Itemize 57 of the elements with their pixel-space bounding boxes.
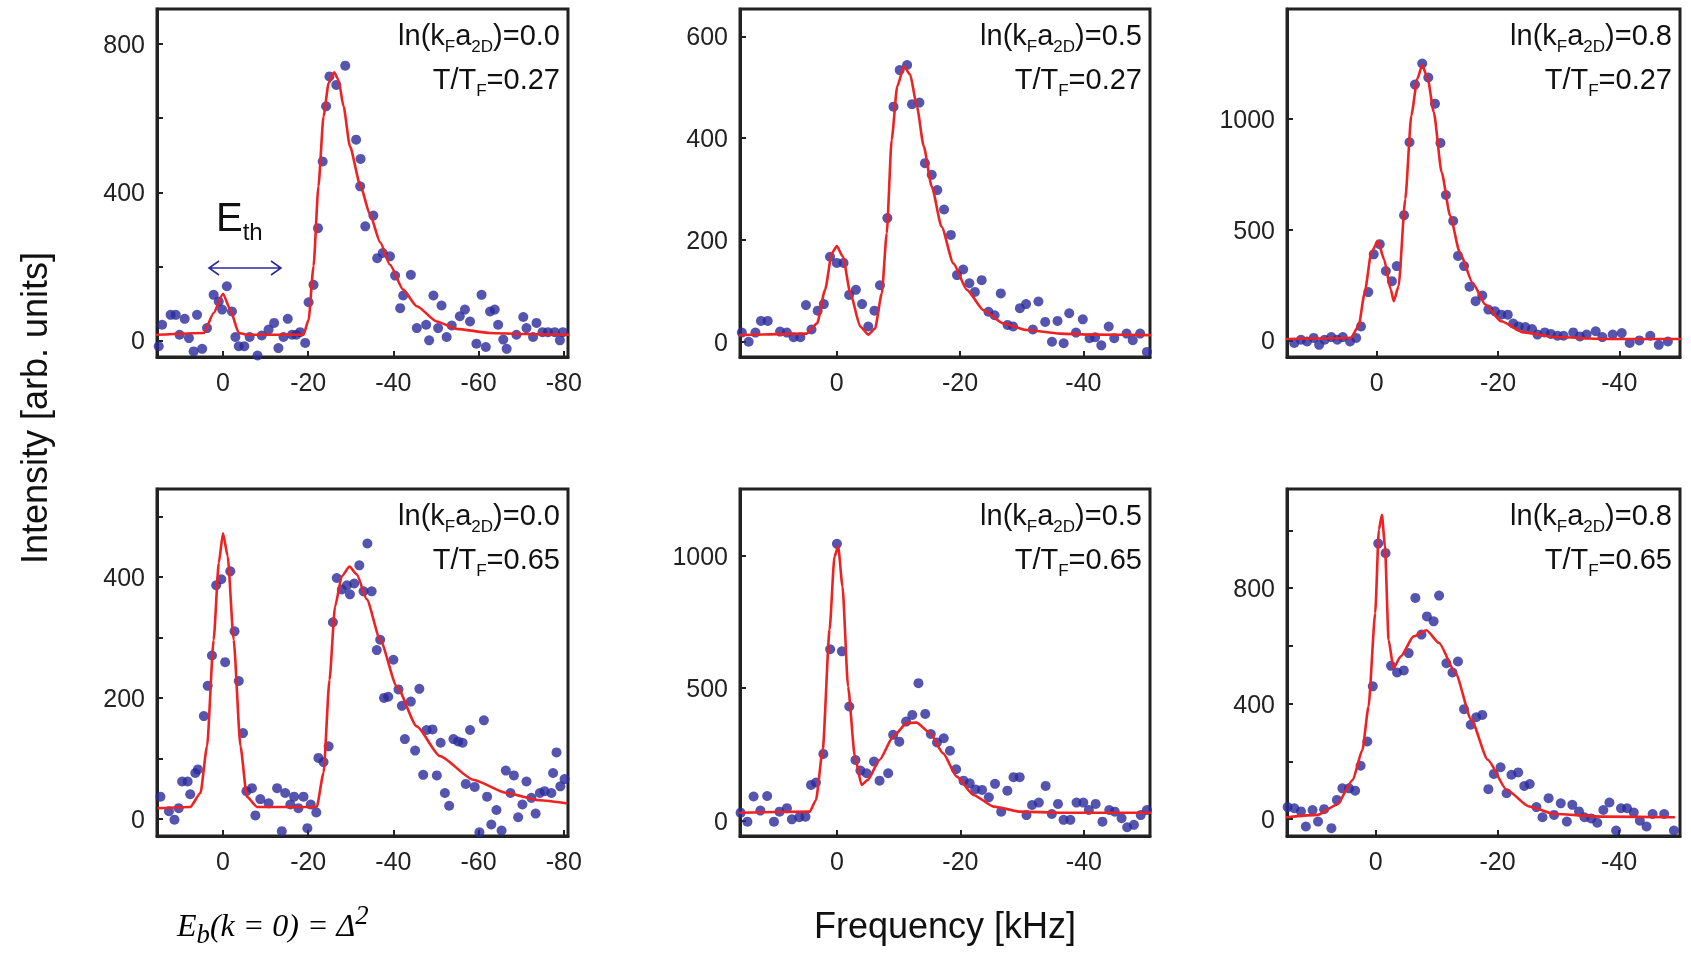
- annotation: T/T$_{F}$=0.27: [432, 62, 560, 102]
- y-axis-title: Intensity [arb. units]: [14, 251, 56, 565]
- x-tick-label: -80: [545, 846, 582, 875]
- x-tick-label: -40: [1065, 367, 1102, 396]
- y-tick-label: 500: [686, 674, 728, 703]
- x-tick-label: -20: [1479, 846, 1516, 875]
- text: E$_{b}$(k = 0) = Δ$^{2}$: [177, 900, 369, 951]
- y-tick-label: 200: [103, 683, 145, 712]
- x-tick-label: -60: [460, 846, 497, 875]
- annotation: E$_{th}$: [216, 195, 263, 247]
- x-tick-label: 0: [829, 846, 844, 875]
- x-tick-label: -80: [545, 367, 582, 396]
- y-tick-label: 500: [1233, 215, 1275, 244]
- y-tick-label: 0: [1261, 805, 1275, 834]
- y-tick-label: 400: [103, 178, 145, 207]
- y-tick-label: 0: [131, 326, 145, 355]
- x-tick-label: -40: [375, 367, 412, 396]
- annotation: ln(k$_{F}$a$_{2D}$)=0.0: [398, 19, 560, 56]
- y-tick-label: 600: [686, 22, 728, 51]
- x-tick-label: -20: [942, 367, 979, 396]
- y-tick-label: 0: [714, 327, 728, 356]
- annotation: ln(k$_{F}$a$_{2D}$)=0.8: [1510, 19, 1672, 56]
- y-tick-label: 1000: [1219, 104, 1275, 133]
- y-tick-label: 400: [103, 562, 145, 591]
- x-tick-label: -40: [1065, 846, 1102, 875]
- y-tick-label: 800: [1233, 574, 1275, 603]
- x-tick-label: 0: [1369, 367, 1384, 396]
- x-axis-title: Frequency [kHz]: [813, 905, 1077, 947]
- y-tick-label: 200: [686, 225, 728, 254]
- x-tick-label: -40: [1601, 367, 1638, 396]
- annotation: T/T$_{F}$=0.65: [1544, 542, 1672, 582]
- annotation: ln(k$_{F}$a$_{2D}$)=0.5: [980, 19, 1142, 56]
- y-tick-label: 0: [131, 805, 145, 834]
- x-tick-label: 0: [829, 367, 844, 396]
- y-tick-label: 400: [1233, 689, 1275, 718]
- x-tick-label: 0: [1368, 846, 1383, 875]
- annotation: T/T$_{F}$=0.65: [1014, 542, 1142, 582]
- y-tick-label: 0: [1261, 326, 1275, 355]
- annotation: T/T$_{F}$=0.27: [1544, 62, 1672, 102]
- y-tick-label: 400: [686, 124, 728, 153]
- annotation: ln(k$_{F}$a$_{2D}$)=0.5: [980, 499, 1142, 536]
- annotation: T/T$_{F}$=0.65: [432, 542, 560, 582]
- x-tick-label: -40: [375, 846, 412, 875]
- y-tick-label: 800: [103, 30, 145, 59]
- x-tick-label: -20: [1479, 367, 1517, 396]
- x-tick-label: -60: [460, 367, 497, 396]
- y-tick-label: 1000: [672, 541, 728, 570]
- x-tick-label: 0: [216, 846, 230, 875]
- annotation: ln(k$_{F}$a$_{2D}$)=0.0: [398, 499, 560, 536]
- annotation: ln(k$_{F}$a$_{2D}$)=0.8: [1510, 499, 1672, 536]
- y-tick-label: 0: [714, 806, 728, 835]
- x-tick-label: -20: [290, 846, 327, 875]
- x-tick-label: -20: [290, 367, 327, 396]
- annotation: T/T$_{F}$=0.27: [1014, 62, 1142, 102]
- x-tick-label: 0: [216, 367, 230, 396]
- x-tick-label: -20: [942, 846, 979, 875]
- x-tick-label: -40: [1601, 846, 1638, 875]
